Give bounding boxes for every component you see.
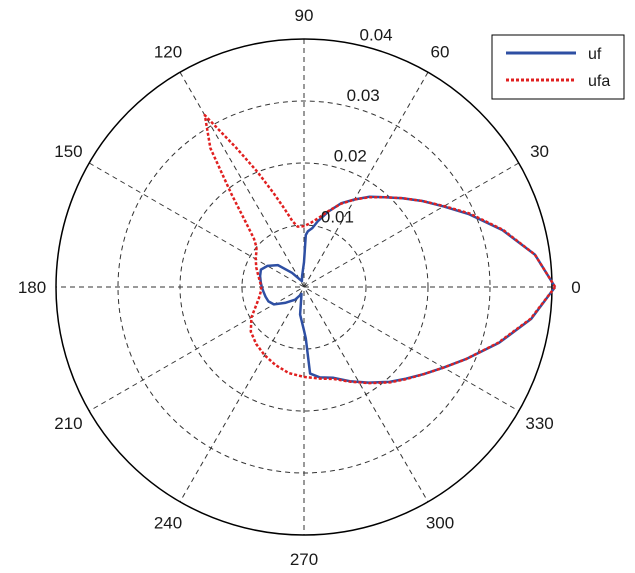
theta-tick-label-210: 210 [54, 414, 82, 433]
theta-tick-label-240: 240 [154, 514, 182, 533]
theta-tick-label-300: 300 [426, 514, 454, 533]
legend-label-uf: uf [588, 46, 602, 63]
ring-1 [179, 162, 429, 412]
theta-tick-label-150: 150 [54, 142, 82, 161]
theta-tick-label-0: 0 [571, 278, 580, 297]
theta-tick-label-60: 60 [431, 42, 450, 61]
theta-tick-label-330: 330 [525, 414, 553, 433]
spoke-150 [88, 162, 520, 412]
theta-tick-label-120: 120 [154, 42, 182, 61]
r-tick-label-3: 0.04 [360, 25, 393, 44]
series-lines [203, 113, 557, 385]
series-line-ufa [203, 113, 557, 385]
legend-label-ufa: ufa [588, 73, 610, 90]
ring-2 [117, 100, 491, 474]
theta-tick-label-270: 270 [290, 550, 318, 569]
polar-grid [55, 38, 553, 536]
theta-tick-label-180: 180 [18, 278, 46, 297]
ring-0 [241, 224, 367, 350]
legend-box [491, 34, 625, 100]
outer-ring [55, 38, 553, 536]
r-tick-label-0: 0.01 [321, 207, 354, 226]
legend: uf ufa [491, 34, 625, 100]
r-tick-label-1: 0.02 [334, 147, 367, 166]
tick-labels: 0.01 0.02 0.03 0.04 0 30 60 90 120 150 180 210 240 27… [18, 6, 581, 569]
theta-tick-label-90: 90 [295, 6, 314, 25]
r-tick-label-2: 0.03 [347, 86, 380, 105]
theta-tick-label-30: 30 [530, 142, 549, 161]
